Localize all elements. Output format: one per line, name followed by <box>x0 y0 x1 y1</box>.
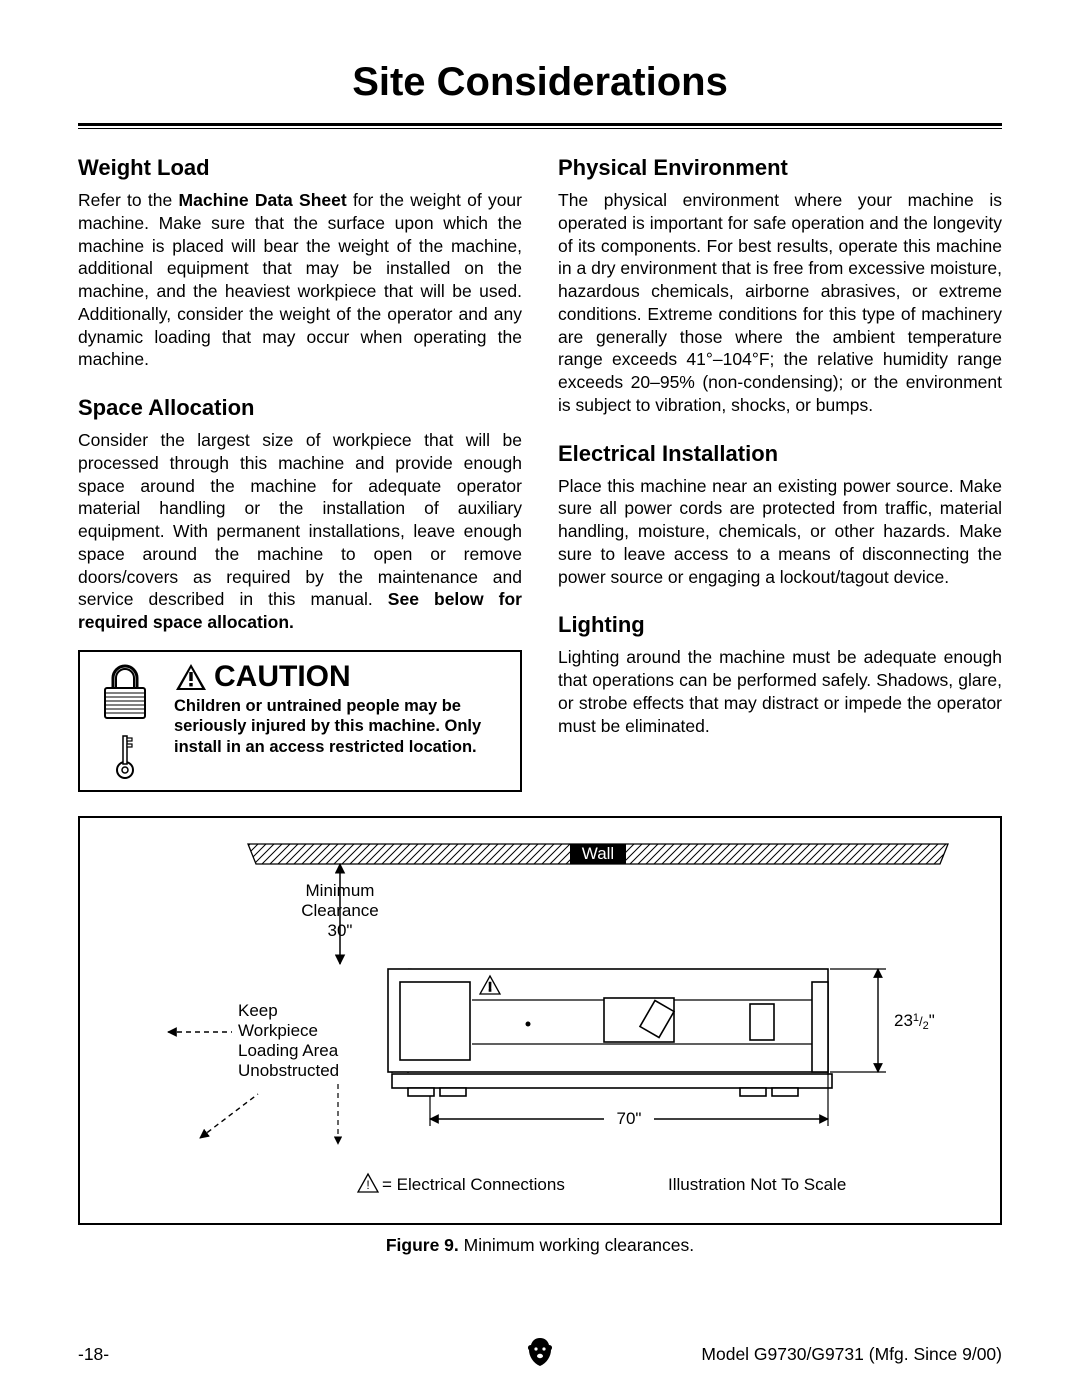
key-icon <box>111 732 139 780</box>
heading-electrical: Electrical Installation <box>558 441 1002 467</box>
caution-box: CAUTION Children or untrained people may… <box>78 650 522 792</box>
heading-physical-env: Physical Environment <box>558 155 1002 181</box>
figure-clearances: Wall Minimum Clearance 30" ! <box>78 816 1002 1225</box>
wall-bar: Wall <box>248 844 948 864</box>
padlock-icon <box>99 662 151 724</box>
text-fragment: for the weight of your machine. Make sur… <box>78 190 522 369</box>
clearance-diagram: Wall Minimum Clearance 30" ! <box>108 834 976 1202</box>
text-space-allocation: Consider the largest size of workpiece t… <box>78 429 522 634</box>
heading-weight-load: Weight Load <box>78 155 522 181</box>
text-bold-fragment: Machine Data Sheet <box>179 190 347 210</box>
caution-body-text: Children or untrained people may be seri… <box>174 696 508 758</box>
label-min-l2: Clearance <box>301 901 379 920</box>
wall-label: Wall <box>582 844 614 863</box>
caution-icons <box>80 652 170 790</box>
text-physical-env: The physical environment where your mach… <box>558 189 1002 417</box>
title-rule-thick <box>78 123 1002 126</box>
bear-logo-icon <box>525 1336 555 1373</box>
scale-note: Illustration Not To Scale <box>668 1175 846 1194</box>
svg-text:!: ! <box>488 980 491 994</box>
figure-caption-text: Minimum working clearances. <box>459 1235 694 1255</box>
diagram-legend: ! = Electrical Connections <box>358 1174 565 1194</box>
text-fragment: Refer to the <box>78 190 179 210</box>
text-weight-load: Refer to the Machine Data Sheet for the … <box>78 189 522 371</box>
svg-text:!: ! <box>366 1178 369 1192</box>
legend-text: = Electrical Connections <box>382 1175 565 1194</box>
label-keep-l3: Loading Area <box>238 1041 339 1060</box>
label-keep-l1: Keep <box>238 1001 278 1020</box>
width-label: 70" <box>617 1109 642 1128</box>
label-min-l3: 30" <box>328 921 353 940</box>
height-label: 231/2" <box>894 1011 935 1032</box>
figure-caption: Figure 9. Minimum working clearances. <box>78 1235 1002 1256</box>
two-column-layout: Weight Load Refer to the Machine Data Sh… <box>78 155 1002 792</box>
warning-triangle-icon <box>174 662 208 692</box>
page-title: Site Considerations <box>78 60 1002 105</box>
label-keep-l4: Unobstructed <box>238 1061 339 1080</box>
heading-space-allocation: Space Allocation <box>78 395 522 421</box>
label-min-l1: Minimum <box>306 881 375 900</box>
keep-workpiece-callout: Keep Workpiece Loading Area Unobstructed <box>168 1001 339 1080</box>
caution-label: CAUTION <box>214 660 351 694</box>
caution-content: CAUTION Children or untrained people may… <box>170 652 520 790</box>
text-fragment: Consider the largest size of workpiece t… <box>78 430 522 609</box>
text-lighting: Lighting around the machine must be adeq… <box>558 646 1002 737</box>
model-line: Model G9730/G9731 (Mfg. Since 9/00) <box>701 1344 1002 1365</box>
min-clearance-callout: Minimum Clearance 30" <box>301 864 379 964</box>
label-keep-l2: Workpiece <box>238 1021 318 1040</box>
height-dimension: 231/2" <box>830 969 935 1072</box>
figure-caption-label: Figure 9. <box>386 1235 459 1255</box>
heading-lighting: Lighting <box>558 612 1002 638</box>
caution-header: CAUTION <box>174 660 508 694</box>
right-column: Physical Environment The physical enviro… <box>558 155 1002 792</box>
machine-outline: ! <box>388 969 832 1096</box>
page-footer: -18- Model G9730/G9731 (Mfg. Since 9/00) <box>78 1344 1002 1365</box>
left-column: Weight Load Refer to the Machine Data Sh… <box>78 155 522 792</box>
dashed-diag-arrow <box>200 1094 258 1138</box>
text-electrical: Place this machine near an existing powe… <box>558 475 1002 589</box>
title-rule-thin <box>78 128 1002 129</box>
page-number: -18- <box>78 1344 109 1365</box>
